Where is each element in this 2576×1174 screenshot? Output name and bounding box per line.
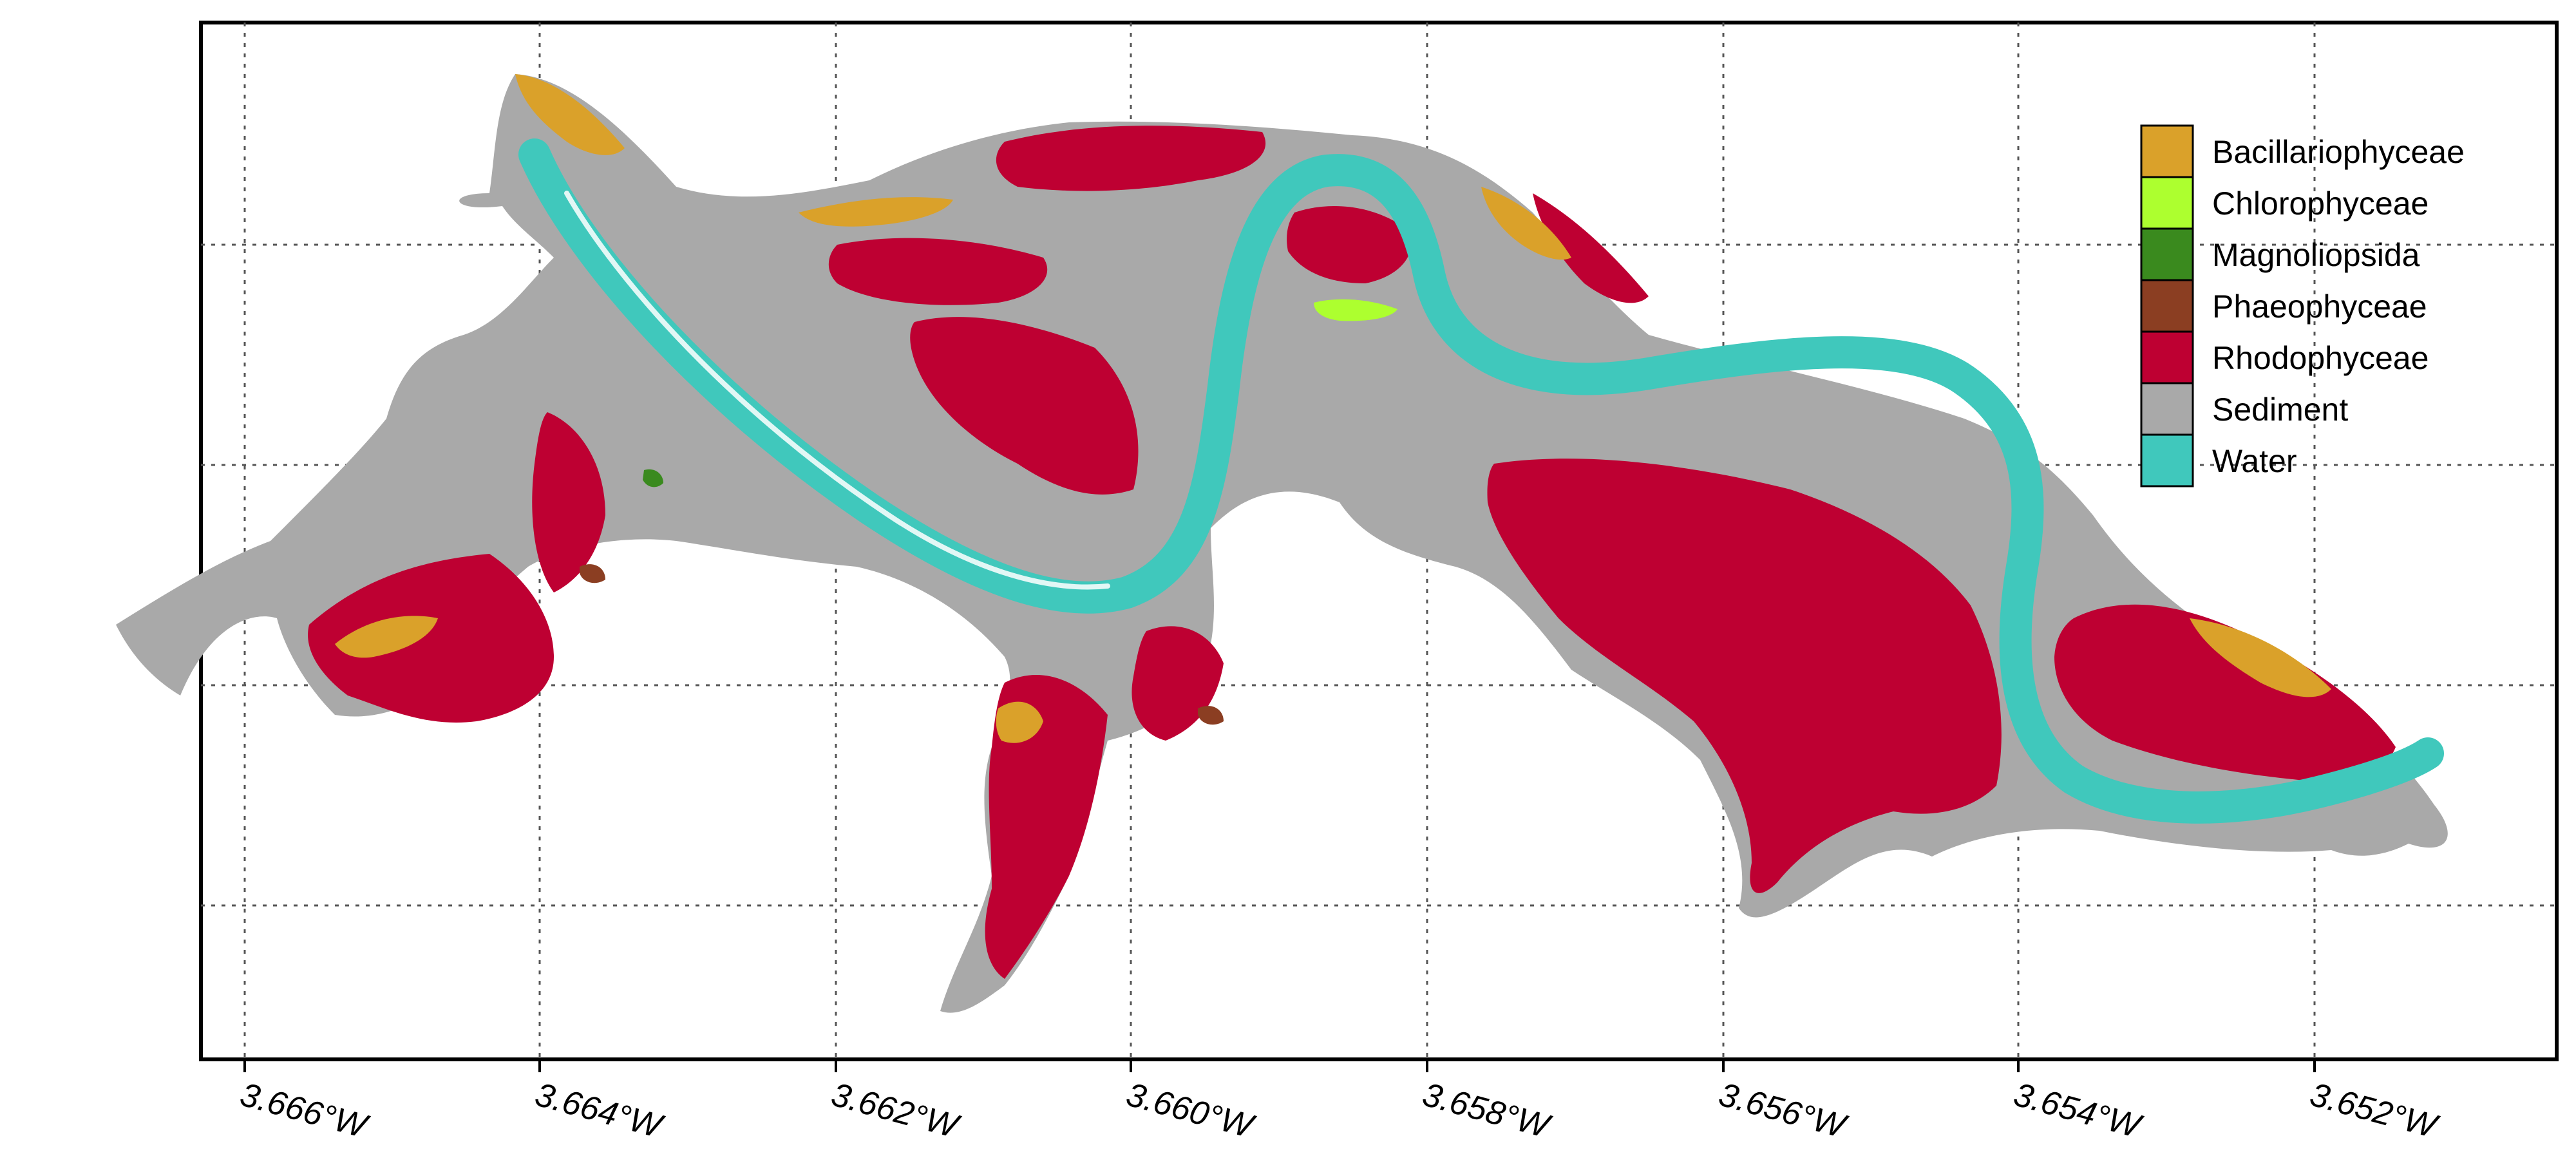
rhodo-southern-arm (985, 675, 1108, 979)
rhodo-west-arm (532, 412, 605, 592)
minor-class-patches (580, 299, 1397, 725)
bacil-northeast-edge (1481, 187, 1571, 260)
bacillariophyceae-patches (335, 74, 2331, 743)
bacil-north-strip (799, 197, 953, 227)
bacil-southwest (335, 616, 438, 658)
phaeo-patch-1 (580, 564, 605, 583)
rhodo-northeast-edge (1533, 193, 1649, 303)
rhodo-southwest-lobe (308, 554, 554, 723)
water-channel (518, 138, 2444, 824)
rhodo-bend-interior (1287, 206, 1412, 283)
rhodo-east-marsh (1487, 459, 2002, 893)
rhodo-north-ridge (996, 126, 1266, 191)
bacil-northwest-tip (515, 74, 625, 155)
tidal-flat-highlight (564, 191, 1110, 590)
rhodo-north-centre (828, 238, 1048, 305)
magnolio-patch (643, 469, 663, 488)
bacil-east-tip (2190, 618, 2331, 697)
rhodo-central-east (910, 317, 1139, 495)
bacil-south-arm (996, 701, 1043, 743)
rhodo-east-lobe (2054, 604, 2396, 782)
phaeo-patch-2 (1198, 706, 1224, 725)
chloro-patch (1314, 299, 1397, 321)
